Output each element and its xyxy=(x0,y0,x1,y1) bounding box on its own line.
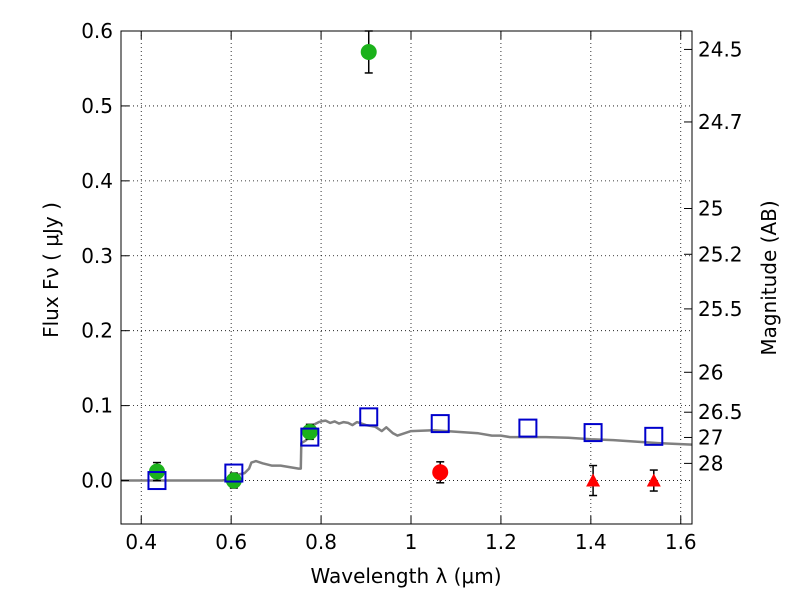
data-point xyxy=(225,472,242,489)
y-tick-label: 0.5 xyxy=(81,94,113,118)
data-point xyxy=(301,423,318,440)
y-tick-label: 0.2 xyxy=(81,319,113,343)
x-tick-label: 1.2 xyxy=(485,530,517,554)
y-axis-label: Flux Fν ( μJy ) xyxy=(39,202,63,338)
x-tick-label: 1 xyxy=(405,530,418,554)
model-flux-marker xyxy=(583,423,603,443)
model-sed xyxy=(121,419,693,482)
y2-tick-label: 25.5 xyxy=(698,297,743,321)
x-tick-label: 0.4 xyxy=(125,530,157,554)
y2-tick-label: 27 xyxy=(698,425,723,449)
y2-tick-label: 26.5 xyxy=(698,400,743,424)
upper-limit-marker xyxy=(646,473,661,487)
model-sed-line xyxy=(121,419,693,482)
upper-limit-marker xyxy=(586,473,601,487)
data-point xyxy=(360,43,377,60)
y-tick-label: 0.1 xyxy=(81,394,113,418)
y2-tick-label: 25 xyxy=(698,196,723,220)
plot-frame xyxy=(120,30,693,525)
y-axis-left: 0.0 0.1 0.2 0.3 0.4 0.5 0.6 xyxy=(81,19,129,493)
x-tick-label: 1.4 xyxy=(575,530,607,554)
y-tick-label: 0.4 xyxy=(81,169,113,193)
y2-tick-label: 24.7 xyxy=(698,110,743,134)
model-flux-marker xyxy=(430,414,450,434)
x-axis-label: Wavelength λ (μm) xyxy=(310,564,501,588)
model-flux-marker xyxy=(224,463,244,483)
y-tick-label: 0.3 xyxy=(81,244,113,268)
data-points xyxy=(147,30,664,497)
x-tick-label: 0.6 xyxy=(215,530,247,554)
data-point xyxy=(432,464,449,481)
x-tick-label: 0.8 xyxy=(305,530,337,554)
y2-tick-label: 26 xyxy=(698,360,723,384)
y2-tick-label: 24.5 xyxy=(698,37,743,61)
grid xyxy=(121,30,692,524)
x-axis: 0.4 0.6 0.8 1 1.2 1.4 1.6 xyxy=(125,31,697,554)
model-flux-marker xyxy=(300,427,320,447)
y2-axis-label: Magnitude (AB) xyxy=(757,200,781,355)
model-flux-marker xyxy=(147,471,167,491)
model-flux-marker xyxy=(359,407,379,427)
y2-tick-label: 28 xyxy=(698,451,723,475)
y-tick-label: 0.6 xyxy=(81,19,113,43)
x-tick-label: 1.6 xyxy=(665,530,697,554)
model-flux-marker xyxy=(518,418,538,438)
y2-tick-label: 25.2 xyxy=(698,242,743,266)
y-tick-label: 0.0 xyxy=(81,469,113,493)
model-flux-marker xyxy=(644,426,664,446)
